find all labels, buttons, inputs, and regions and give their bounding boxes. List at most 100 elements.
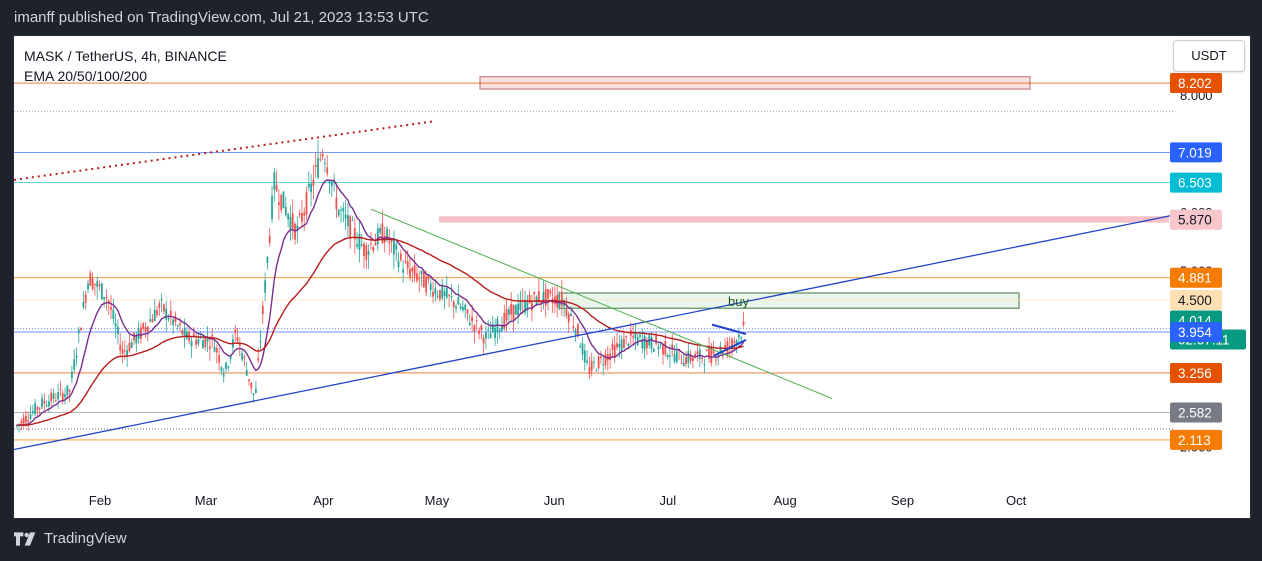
candle-body (314, 164, 317, 168)
candle-body (252, 393, 255, 395)
candle-body (303, 212, 306, 216)
candle-body (266, 257, 269, 264)
candle-body (89, 272, 92, 286)
candle-body (733, 341, 736, 344)
candle-body (717, 354, 720, 356)
candle-body (485, 332, 487, 339)
candle-body (123, 350, 126, 352)
descending-trendline[interactable] (370, 208, 833, 399)
candle-body (696, 351, 699, 355)
candle-body (632, 336, 635, 338)
candle-body (620, 339, 623, 352)
candle-body (597, 356, 600, 369)
candle-body (298, 213, 301, 216)
candle-body (376, 228, 379, 245)
time-axis-label: May (425, 493, 450, 508)
price-tag-text: 6.503 (1178, 176, 1212, 191)
candle-body (310, 183, 313, 193)
candle-body (137, 328, 140, 339)
candle-body (540, 301, 543, 304)
candle-body (330, 181, 333, 187)
triangle-upper-line[interactable] (711, 323, 747, 335)
candle-body (169, 310, 172, 317)
candle-body (466, 309, 469, 314)
dotted-resistance-trendline[interactable] (14, 120, 435, 181)
candle-body (140, 327, 142, 339)
candle-body (186, 331, 188, 339)
price-tag-text: 4.500 (1178, 293, 1212, 308)
candle-body (149, 319, 152, 322)
price-tag: 4.881 (1170, 267, 1222, 288)
candle-body (639, 334, 641, 337)
candle-body (176, 325, 179, 327)
candle-body (393, 240, 395, 255)
candle-body (259, 340, 262, 343)
candle-body (105, 297, 108, 299)
candle-body (321, 153, 324, 157)
candle-body (482, 337, 485, 344)
publisher-line: imanff published on TradingView.com, Jul… (14, 9, 429, 26)
candle-body (15, 425, 18, 427)
candle-body (291, 213, 294, 229)
candle-body (264, 280, 267, 293)
price-tag-bg (1170, 209, 1222, 230)
candle-body (687, 351, 690, 364)
candle-body (275, 184, 278, 191)
candle-body (319, 158, 322, 160)
candle-body (255, 388, 257, 393)
candle-body (52, 393, 55, 399)
price-tag: 5.870 (1170, 209, 1222, 230)
ascending-trendline[interactable] (14, 214, 1175, 451)
candle-body (464, 304, 467, 311)
candle-body (480, 325, 483, 331)
candle-body (54, 400, 57, 402)
candle-body (41, 398, 43, 408)
candle-body (211, 334, 214, 337)
candle-body (197, 339, 200, 344)
candle-body (728, 346, 731, 348)
candle-body (96, 281, 99, 287)
candle-body (107, 300, 110, 303)
candle-body (547, 289, 549, 299)
price-tag: 3.256 (1170, 362, 1222, 383)
candle-body (448, 294, 451, 296)
candle-body (646, 340, 648, 349)
candle-body (57, 392, 60, 400)
candle-body (682, 363, 685, 367)
price-tag-bg (1170, 290, 1222, 311)
price-tag: 7.019 (1170, 142, 1222, 163)
candle-body (528, 294, 531, 304)
candle-body (218, 355, 221, 363)
candle-body (353, 228, 356, 240)
price-chart[interactable]: buy 8.0006.0005.0002.0008.2027.0196.5035… (14, 36, 1250, 518)
candle-body (735, 340, 738, 346)
candle-body (710, 347, 713, 363)
candle-body (238, 342, 241, 346)
candle-body (517, 303, 520, 315)
candle-body (278, 202, 280, 206)
candle-body (510, 304, 513, 315)
candle-body (740, 337, 743, 339)
candle-body (450, 295, 453, 297)
candle-body (241, 353, 244, 360)
candle-body (268, 236, 271, 243)
candle-body (579, 346, 582, 348)
candle-body (726, 341, 729, 353)
triangle-lower-line[interactable] (713, 338, 747, 357)
chart-frame[interactable]: buy 8.0006.0005.0002.0008.2027.0196.5035… (13, 35, 1251, 519)
candle-body (738, 334, 740, 338)
buy-annotation: buy (728, 294, 749, 309)
candle-body (367, 250, 370, 256)
candle-body (160, 298, 163, 300)
candle-body (558, 301, 561, 307)
candle-body (64, 394, 66, 398)
candle-body (245, 370, 248, 376)
candle-body (87, 283, 89, 290)
candle-body (234, 329, 237, 334)
currency-unit-button[interactable]: USDT (1173, 40, 1245, 72)
candle-body (206, 337, 209, 342)
candle-body (183, 327, 186, 338)
candle-body (324, 162, 326, 164)
candle-body (583, 350, 586, 363)
candle-body (698, 349, 701, 360)
